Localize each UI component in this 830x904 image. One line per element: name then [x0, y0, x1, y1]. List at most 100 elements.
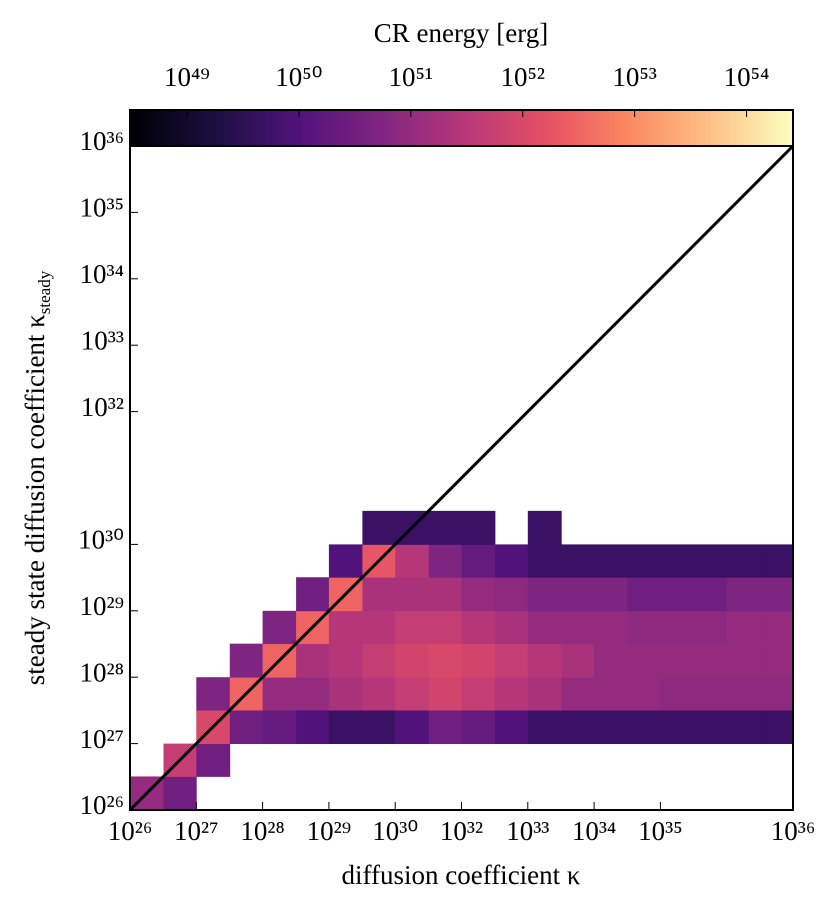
colorbar-swatch [779, 110, 784, 146]
colorbar-swatch [610, 110, 615, 146]
heatmap-cell [527, 577, 562, 612]
heatmap-cell [461, 577, 496, 612]
colorbar-swatch [425, 110, 429, 146]
colorbar-swatch [355, 110, 360, 146]
colorbar-swatch [564, 110, 569, 146]
colorbar-swatch [720, 110, 724, 146]
colorbar-swatch [663, 110, 668, 146]
colorbar-swatch [739, 110, 744, 146]
colorbar-tick-label: 10⁵² [500, 62, 545, 92]
heatmap-cell [494, 577, 529, 612]
colorbar-swatch [249, 110, 254, 146]
colorbar-swatch [723, 110, 728, 146]
heatmap-cell [660, 544, 695, 578]
colorbar-swatch [312, 110, 317, 146]
x-axis-label: diffusion coefficient κ [341, 860, 580, 890]
colorbar-swatch [710, 110, 715, 146]
colorbar-swatch [517, 110, 522, 146]
x-tick-label: 10³⁵ [638, 816, 683, 846]
x-tick-label: 10³² [440, 816, 483, 846]
colorbar-swatch [630, 110, 635, 146]
colorbar-swatch [441, 110, 446, 146]
heatmap-cell [262, 677, 297, 711]
heatmap-cell [726, 643, 761, 678]
colorbar-swatch [226, 110, 231, 146]
colorbar-swatch [547, 110, 552, 146]
heatmap-cell [395, 677, 430, 711]
colorbar-swatch [335, 110, 340, 146]
heatmap-cell [627, 544, 661, 578]
heatmap-cell [627, 677, 661, 711]
colorbar-swatch [471, 110, 476, 146]
colorbar-swatch [488, 110, 492, 146]
colorbar-swatch [604, 110, 608, 146]
heatmap-cell [527, 710, 562, 744]
heatmap-cell [229, 643, 263, 678]
heatmap-cell [428, 610, 462, 645]
colorbar-swatch [600, 110, 605, 146]
heatmap-cell [461, 710, 496, 744]
colorbar-swatch [391, 110, 396, 146]
colorbar-swatch [368, 110, 373, 146]
x-tick-label: 10³⁶ [771, 816, 816, 846]
colorbar-swatch [491, 110, 496, 146]
colorbar-swatch [153, 110, 158, 146]
colorbar-swatch [544, 110, 549, 146]
heatmap-cell [428, 710, 462, 744]
colorbar-swatch [534, 110, 539, 146]
colorbar-swatch [421, 110, 426, 146]
colorbar-swatch [753, 110, 758, 146]
colorbar-swatch [464, 110, 469, 146]
heatmap-cell [760, 610, 794, 645]
heatmap-cell [362, 677, 396, 711]
colorbar-swatch [285, 110, 290, 146]
y-tick-label: 10³² [81, 392, 124, 422]
x-tick-label: 10³³ [506, 816, 549, 846]
colorbar-swatch [325, 110, 330, 146]
colorbar-swatch [365, 110, 370, 146]
colorbar-swatch [378, 110, 383, 146]
heatmap-cell [328, 610, 363, 645]
colorbar-swatch [408, 110, 413, 146]
heatmap-cell [760, 710, 794, 744]
colorbar-label: CR energy [erg] [374, 18, 548, 48]
colorbar-swatch [454, 110, 459, 146]
colorbar-swatch [783, 110, 787, 146]
heatmap-cell [627, 610, 661, 645]
colorbar-swatch [279, 110, 284, 146]
colorbar-swatch [222, 110, 227, 146]
heatmap-cell [627, 710, 661, 744]
colorbar-swatch [315, 110, 320, 146]
heatmap-cell [693, 610, 728, 645]
colorbar-swatch [551, 110, 555, 146]
colorbar-swatch [342, 110, 347, 146]
y-tick-label: 10²⁷ [79, 724, 124, 754]
colorbar-swatch [531, 110, 536, 146]
colorbar-swatch [521, 110, 526, 146]
colorbar-swatch [352, 110, 357, 146]
colorbar-swatch [458, 110, 463, 146]
colorbar-swatch [272, 110, 277, 146]
heatmap-cell [328, 643, 363, 678]
colorbar-swatch [179, 110, 184, 146]
heatmap-cell [296, 677, 330, 711]
colorbar-swatch [358, 110, 363, 146]
colorbar-swatch [199, 110, 204, 146]
heatmap-cell [594, 643, 628, 678]
x-tick-label: 10³⁰ [372, 816, 418, 846]
colorbar-swatch [478, 110, 482, 146]
colorbar-swatch [216, 110, 221, 146]
colorbar-swatch [514, 110, 519, 146]
heatmap-cell [561, 544, 595, 578]
colorbar-swatch [620, 110, 625, 146]
colorbar-swatch [362, 110, 366, 146]
colorbar-swatch [607, 110, 612, 146]
colorbar-tick-label: 10⁵³ [612, 62, 657, 92]
colorbar-swatch [209, 110, 214, 146]
heatmap-cell [760, 677, 794, 711]
y-tick-label: 10²⁹ [79, 591, 124, 621]
heatmap-cell [362, 577, 396, 612]
colorbar-swatch [686, 110, 691, 146]
heatmap-cell [262, 710, 297, 744]
colorbar-swatch [484, 110, 489, 146]
